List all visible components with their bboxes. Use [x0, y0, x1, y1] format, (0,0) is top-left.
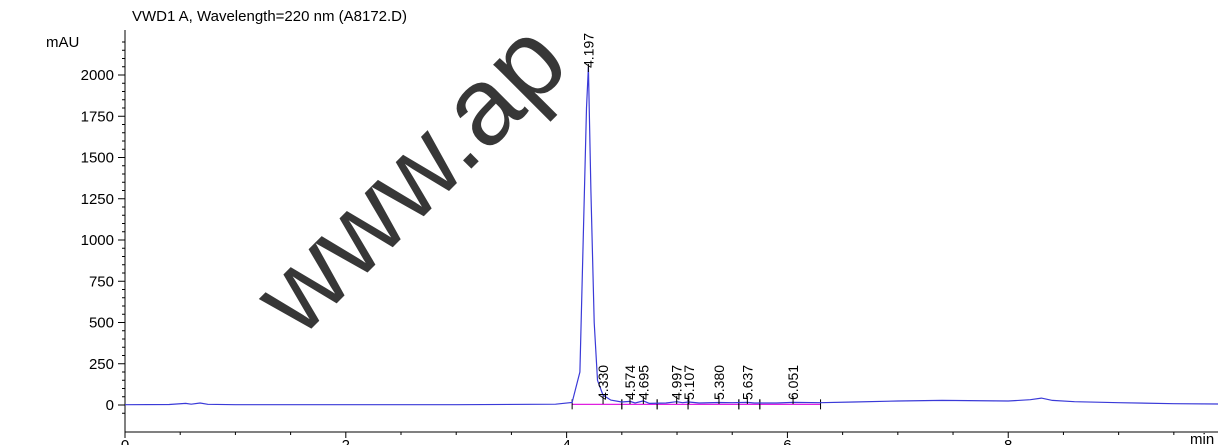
- y-tick-label: 250: [89, 356, 114, 373]
- y-tick-label: 1750: [81, 108, 114, 125]
- y-tick-label: 2000: [81, 67, 114, 84]
- peak-label: 6.051: [785, 365, 801, 400]
- y-axis-label: mAU: [46, 34, 79, 51]
- y-tick-label: 500: [89, 315, 114, 332]
- peak-label: 5.107: [681, 365, 697, 400]
- x-tick-label: 8: [1004, 437, 1012, 445]
- y-tick-label: 1500: [81, 150, 114, 167]
- peak-label: 4.574: [622, 365, 638, 400]
- y-tick-label: 1000: [81, 232, 114, 249]
- x-tick-label: 6: [783, 437, 791, 445]
- chart-title: VWD1 A, Wavelength=220 nm (A8172.D): [132, 8, 407, 25]
- signal-trace: [124, 66, 1218, 406]
- peak-label: 4.197: [580, 33, 596, 68]
- integration-baselines: [571, 399, 822, 410]
- peak-label: 4.997: [669, 365, 685, 400]
- x-tick-label: 0: [121, 437, 129, 445]
- peak-label: 5.380: [711, 365, 727, 400]
- signal-line: [124, 66, 1218, 406]
- watermark-text: www.ap: [229, 0, 589, 358]
- peak-label: 5.637: [739, 365, 755, 400]
- peak-label: 4.330: [595, 365, 611, 400]
- y-tick-label: 750: [89, 273, 114, 290]
- peak-label: 4.695: [635, 365, 651, 400]
- axes: 0 250 500 750 1000 1250 1500 1750 2000 0 2 4 6 8: [81, 30, 1218, 445]
- y-tick-label: 0: [106, 397, 114, 414]
- x-tick-label: 4: [562, 437, 570, 445]
- x-axis-label: min: [1190, 431, 1214, 445]
- y-tick-label: 1250: [81, 191, 114, 208]
- watermark: www.ap: [229, 0, 589, 358]
- x-tick-label: 2: [342, 437, 350, 445]
